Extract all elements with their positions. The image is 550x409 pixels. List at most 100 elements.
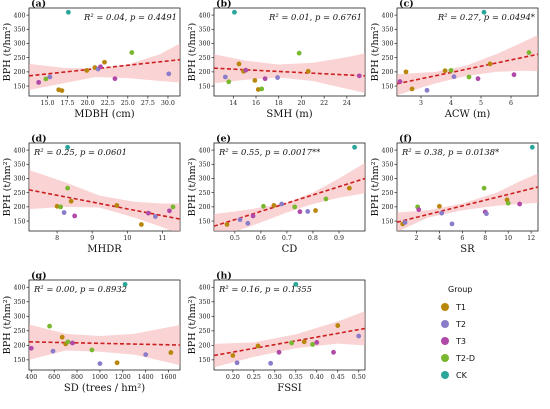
y-tick-label: 300: [198, 313, 210, 320]
data-point-t3: [36, 79, 42, 85]
data-point-t2: [222, 74, 228, 80]
panel-f: 2 4 6 8 10 12 150 200 250 300 350 400 SR BPH (t/hm²) (…: [370, 134, 539, 255]
data-point-ck: [65, 9, 71, 15]
y-tick-label: 300: [13, 41, 25, 48]
x-tick-label: 16: [252, 100, 260, 107]
x-axis-label: SMH (m): [266, 109, 312, 120]
data-point-t1: [335, 323, 341, 328]
data-point-t2: [275, 75, 280, 80]
y-tick-label: 150: [13, 218, 25, 225]
x-tick-label: 0.30: [268, 374, 282, 381]
x-tick-label: 24: [343, 100, 351, 107]
data-point-t2-d: [226, 79, 232, 85]
y-tick-label: 200: [13, 343, 25, 350]
confidence-band: [397, 173, 538, 231]
y-tick-label: 350: [381, 26, 393, 33]
data-point-t1: [224, 222, 230, 227]
data-point-t2-d: [58, 204, 64, 210]
x-tick-label: 14: [229, 100, 237, 107]
data-point-ck: [232, 9, 237, 15]
x-tick-label: 0.9: [334, 235, 344, 242]
x-tick-label: 1000: [92, 374, 108, 381]
y-tick-label: 300: [381, 41, 393, 48]
y-axis-label: BPH (t/hm²): [187, 296, 198, 355]
panel-tag: (e): [216, 134, 231, 145]
x-tick-label: 0.50: [352, 374, 366, 381]
data-point-t2-d: [259, 86, 265, 92]
regression-line: [29, 341, 180, 346]
data-point-t1: [102, 59, 107, 65]
data-point-t2: [166, 71, 172, 77]
data-point-t3: [475, 76, 481, 82]
y-tick-label: 150: [381, 218, 393, 225]
data-point-t1: [236, 61, 242, 67]
data-point-ck: [352, 144, 357, 150]
y-tick-label: 400: [198, 12, 210, 19]
y-tick-label: 200: [13, 204, 25, 211]
stat-text: R² = 0.38, p = 0.0138*: [401, 147, 500, 157]
panel-tag: (f): [399, 134, 412, 145]
y-tick-label: 400: [13, 147, 25, 154]
y-tick-label: 350: [198, 161, 210, 168]
data-point-t2-d: [261, 203, 266, 209]
y-tick-label: 250: [13, 55, 25, 62]
y-tick-label: 350: [13, 161, 25, 168]
x-tick-label: 3: [419, 100, 423, 107]
y-tick-label: 400: [381, 12, 393, 19]
y-tick-label: 400: [198, 284, 210, 291]
legend-label: T2: [455, 320, 466, 329]
y-axis-label: BPH (t/hm²): [370, 23, 381, 82]
data-point-t1: [252, 77, 258, 83]
data-point-t3: [262, 76, 268, 82]
panel-tag: (d): [31, 134, 47, 145]
y-tick-label: 200: [381, 69, 393, 76]
x-axis-label: ACW (m): [444, 109, 491, 120]
data-point-t2: [439, 210, 445, 216]
data-point-t1: [255, 343, 261, 349]
x-tick-label: 10: [504, 235, 512, 242]
panel-e: 0.5 0.6 0.7 0.8 0.9 150 200 250 300 350 400 CD BPH (…: [187, 134, 366, 255]
data-point-t3: [98, 64, 103, 70]
data-point-t3: [416, 207, 422, 213]
y-tick-label: 200: [198, 69, 210, 76]
legend-swatch-t2: [441, 320, 449, 328]
y-axis-label: BPH (t/hm²): [370, 158, 381, 217]
x-tick-label: 0.5: [230, 235, 240, 242]
y-tick-label: 200: [198, 343, 210, 350]
panel-a: 15.0 17.5 20.0 22.5 25.0 27.5 30.0 150 200 250 300…: [2, 0, 181, 120]
data-point-t1: [138, 222, 144, 227]
data-point-t2: [268, 360, 274, 366]
y-tick-label: 250: [381, 190, 393, 197]
x-tick-label: 400: [25, 374, 37, 381]
panel-h: 0.20 0.25 0.30 0.35 0.40 0.45 0.50 150 200 250 300…: [187, 271, 366, 395]
data-point-t2: [402, 220, 408, 225]
data-point-t2-d: [65, 185, 71, 191]
confidence-band: [29, 169, 180, 231]
data-point-t2-d: [323, 196, 329, 202]
confidence-band: [214, 53, 365, 93]
x-tick-label: 8: [483, 235, 487, 242]
x-tick-label: 8: [55, 235, 59, 242]
y-axis-label: BPH (t/hm²): [2, 296, 13, 355]
data-point-t2-d: [526, 50, 532, 55]
data-point-t2-d: [129, 50, 135, 55]
data-point-t3: [112, 76, 118, 82]
data-point-t3: [356, 73, 362, 79]
data-point-t2: [50, 348, 56, 354]
y-axis-label: BPH (t/hm²): [187, 158, 198, 217]
x-tick-label: 1400: [138, 374, 154, 381]
y-tick-label: 350: [13, 299, 25, 306]
legend-label: CK: [456, 371, 468, 380]
data-point-t2: [234, 360, 240, 366]
data-point-t2: [279, 201, 285, 207]
y-tick-label: 350: [381, 161, 393, 168]
data-point-t2: [153, 214, 158, 219]
data-point-t3: [297, 209, 303, 215]
y-tick-label: 150: [13, 83, 25, 90]
legend: Group T1 T2 T3 T2-D CK: [441, 285, 475, 380]
x-tick-label: 11: [158, 235, 166, 242]
y-axis-label: BPH (t/hm²): [2, 158, 13, 217]
data-point-t2: [451, 74, 457, 80]
data-point-t2: [237, 217, 243, 223]
data-point-t2: [97, 361, 103, 367]
